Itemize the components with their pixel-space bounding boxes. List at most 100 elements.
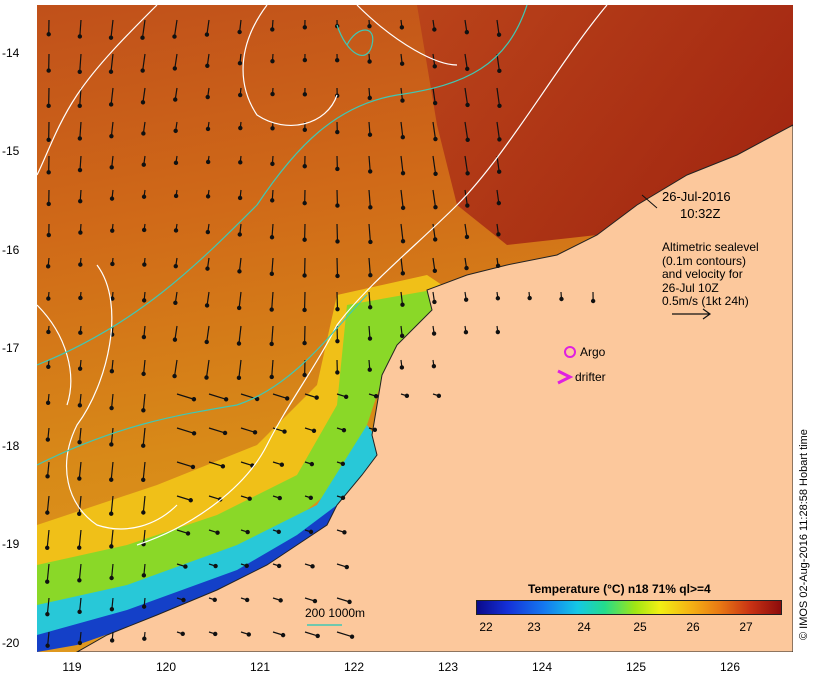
velocity-arrow <box>238 257 242 272</box>
colorbar-tick-label: 23 <box>527 620 541 634</box>
velocity-arrow-head <box>45 643 50 648</box>
velocity-arrow-head <box>372 427 378 433</box>
velocity-arrow <box>432 223 436 240</box>
velocity-arrow-head <box>237 61 243 66</box>
velocity-arrow-head <box>269 235 275 240</box>
velocity-arrow <box>464 121 469 140</box>
velocity-arrow <box>46 597 50 615</box>
sst-map-canvas <box>37 5 793 652</box>
velocity-arrow <box>47 631 50 646</box>
velocity-arrow-head <box>77 545 82 550</box>
velocity-arrow-head <box>109 544 114 549</box>
velocity-arrow-head <box>237 195 243 201</box>
y-tick-label: -14 <box>2 46 20 60</box>
velocity-arrow-head <box>213 563 218 569</box>
velocity-arrow-head <box>46 296 51 301</box>
velocity-arrow <box>78 529 82 548</box>
velocity-arrow-head <box>78 262 83 267</box>
velocity-arrow <box>238 291 242 308</box>
velocity-arrow-head <box>311 428 317 433</box>
velocity-arrow-head <box>463 329 469 335</box>
velocity-arrow <box>141 19 146 38</box>
velocity-arrow <box>46 461 50 477</box>
velocity-arrow <box>142 87 146 103</box>
velocity-arrow-head <box>315 633 320 639</box>
velocity-arrow <box>176 461 194 468</box>
velocity-arrow-head <box>77 103 82 108</box>
velocity-scale-arrow <box>672 308 712 320</box>
velocity-arrow-head <box>45 545 50 551</box>
velocity-arrow-head <box>432 268 438 273</box>
velocity-arrow-head <box>270 58 275 64</box>
velocity-arrow-head <box>213 631 218 637</box>
velocity-arrow <box>304 631 318 637</box>
velocity-arrow-head <box>302 307 307 313</box>
velocity-arrow-head <box>400 205 406 211</box>
velocity-arrow-head <box>433 136 438 142</box>
velocity-arrow-head <box>77 609 82 615</box>
y-tick-label: -18 <box>2 439 20 453</box>
velocity-arrow <box>110 563 114 579</box>
velocity-arrow-head <box>237 29 242 35</box>
velocity-arrow <box>368 155 371 172</box>
coastal-green-band <box>37 290 437 635</box>
colorbar-tick-label: 24 <box>577 620 591 634</box>
velocity-arrow-head <box>269 374 274 380</box>
velocity-arrow-head <box>347 599 352 605</box>
velocity-arrow <box>110 19 114 38</box>
velocity-arrow-head <box>109 511 114 516</box>
velocity-arrow-head <box>77 136 83 141</box>
velocity-arrow-head <box>46 32 51 37</box>
velocity-arrow-head <box>368 273 373 278</box>
velocity-arrow-head <box>205 126 211 132</box>
velocity-arrow-head <box>433 171 438 177</box>
velocity-arrow-head <box>108 35 114 40</box>
velocity-arrow-head <box>173 263 178 269</box>
velocity-arrow-head <box>302 340 307 346</box>
velocity-arrow <box>368 257 371 276</box>
velocity-arrow-head <box>399 25 405 30</box>
y-tick-label: -19 <box>2 537 20 551</box>
velocity-arrow <box>496 189 500 204</box>
velocity-arrow-head <box>335 129 340 135</box>
velocity-arrow-head <box>302 57 308 63</box>
velocity-arrow <box>400 121 404 138</box>
velocity-arrow-head <box>302 200 307 206</box>
velocity-arrow-head <box>436 393 442 399</box>
velocity-arrow-head <box>141 227 147 233</box>
velocity-arrow-head <box>46 232 51 238</box>
velocity-arrow <box>464 189 468 206</box>
velocity-arrow-head <box>173 228 179 233</box>
velocity-arrow <box>206 291 210 306</box>
velocity-arrow-head <box>277 495 282 501</box>
velocity-arrow-head <box>173 128 178 134</box>
velocity-arrow-head <box>400 302 405 307</box>
velocity-arrow-head <box>432 27 437 32</box>
velocity-arrow-head <box>335 370 340 375</box>
velocity-arrow-head <box>276 563 282 569</box>
velocity-arrow-head <box>237 232 242 237</box>
velocity-arrow-head <box>399 61 405 66</box>
velocity-arrow-head <box>108 102 114 107</box>
velocity-arrow <box>271 359 274 377</box>
colorbar-tick-label: 22 <box>479 620 493 634</box>
velocity-arrow-head <box>282 429 287 434</box>
velocity-arrow <box>368 223 372 242</box>
velocity-arrow <box>208 393 227 400</box>
velocity-arrow <box>271 223 274 238</box>
velocity-arrow <box>464 87 469 106</box>
velocity-arrow-head <box>110 296 115 301</box>
velocity-arrow-head <box>464 234 470 240</box>
velocity-arrow-head <box>278 598 283 603</box>
velocity-arrow-head <box>172 66 178 71</box>
velocity-arrow-head <box>269 307 274 312</box>
x-tick-label: 124 <box>531 660 553 674</box>
velocity-arrow <box>368 189 371 208</box>
velocity-arrow-head <box>368 205 373 210</box>
velocity-arrow-head <box>191 397 197 402</box>
velocity-arrow-head <box>399 333 405 339</box>
velocity-arrow-head <box>109 442 114 447</box>
velocity-arrow <box>432 121 437 140</box>
velocity-arrow-head <box>269 271 275 277</box>
velocity-arrow-head <box>302 164 307 169</box>
